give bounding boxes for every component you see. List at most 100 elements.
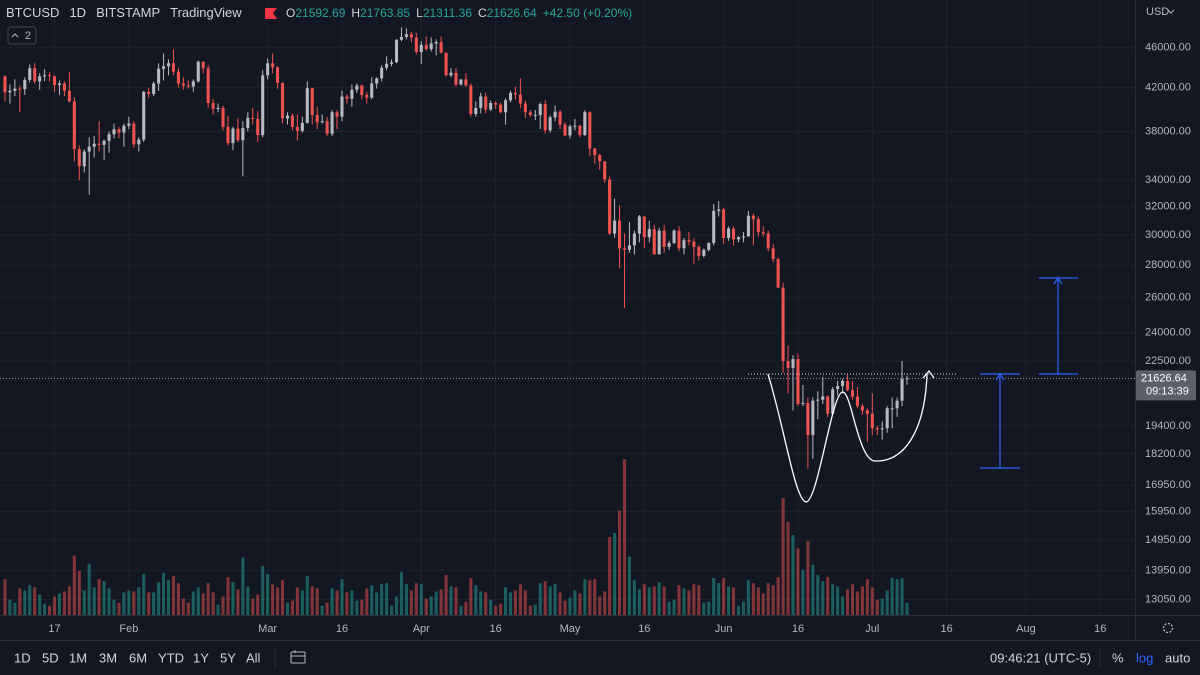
candle-body [221, 107, 225, 127]
range-button[interactable]: 3M [99, 650, 117, 665]
range-button[interactable]: 5Y [220, 650, 236, 665]
range-button[interactable]: YTD [158, 650, 184, 665]
volume-bar [647, 587, 651, 615]
range-button[interactable]: 1D [14, 650, 31, 665]
y-tick-label: 38000.00 [1145, 125, 1191, 137]
candle-body [57, 83, 62, 86]
volume-bar [414, 583, 418, 615]
volume-bar [340, 579, 344, 615]
candle-body [87, 146, 91, 152]
clock[interactable]: 09:46:21 (UTC-5) [990, 650, 1091, 665]
candle-body [513, 92, 517, 95]
calendar-icon[interactable] [290, 650, 306, 664]
volume-bar [603, 591, 607, 615]
candle-body [181, 83, 185, 86]
range-button[interactable]: 6M [129, 650, 147, 665]
range-button[interactable]: 1Y [193, 650, 209, 665]
volume-bar [702, 602, 706, 615]
volume-bar [667, 601, 671, 615]
candle-body [548, 117, 552, 131]
volume-bar [712, 578, 716, 615]
candle-body [603, 161, 607, 180]
candle-body [880, 428, 884, 430]
volume-bar [201, 593, 205, 615]
x-tick-label: 16 [941, 623, 953, 635]
candle-body [712, 210, 716, 244]
candle-body [409, 34, 413, 38]
candle-body [890, 408, 894, 410]
log-toggle[interactable]: log [1136, 650, 1153, 665]
candle-body [434, 42, 438, 44]
volume-bar [781, 498, 785, 615]
volume-bar [375, 592, 379, 615]
currency[interactable]: USD [1146, 6, 1169, 18]
volume-bar [613, 533, 617, 615]
volume-bar [469, 578, 473, 615]
candle-body [687, 240, 691, 242]
ohlc-key: O [286, 6, 295, 20]
candle-body [860, 406, 864, 411]
auto-toggle[interactable]: auto [1165, 650, 1190, 665]
candle-body [518, 94, 522, 104]
y-tick-label: 28000.00 [1145, 259, 1191, 271]
candle-body [523, 103, 527, 113]
range-button[interactable]: 1M [69, 650, 87, 665]
candle-body [637, 216, 641, 234]
volume-bar [518, 584, 522, 615]
candle-body [127, 123, 131, 126]
candle-body [92, 143, 96, 147]
volume-bar [365, 588, 369, 615]
candle-body [593, 148, 597, 156]
candle-body [627, 245, 631, 250]
volume-bar [771, 585, 775, 615]
volume-bar [880, 598, 884, 615]
flag-icon[interactable] [265, 8, 277, 19]
candle-body [905, 378, 909, 380]
candle-body [677, 230, 681, 249]
candle-body [895, 400, 899, 409]
volume-bar [657, 582, 661, 615]
volume-bar [801, 569, 805, 615]
y-tick-label: 32000.00 [1145, 201, 1191, 213]
source: TradingView [170, 5, 242, 20]
range-button[interactable]: 5D [42, 650, 59, 665]
volume-bar [672, 599, 676, 615]
volume-bar [231, 582, 235, 615]
settings-icon[interactable] [1162, 622, 1174, 634]
candle-body [618, 220, 622, 249]
volume-bar [72, 555, 76, 615]
candle-body [662, 230, 666, 247]
volume-bar [67, 586, 71, 615]
candle-body [439, 42, 443, 53]
candle-body [251, 117, 255, 119]
x-tick-label: Mar [258, 623, 277, 635]
volume-bar [821, 581, 825, 615]
volume-bar [855, 591, 859, 615]
indicator-toggle[interactable] [7, 26, 37, 45]
candle-body [176, 71, 180, 84]
percent-toggle[interactable]: % [1112, 650, 1124, 665]
candle-body [360, 85, 364, 95]
candle-body [385, 63, 389, 68]
candle-body [722, 209, 726, 238]
volume-bar [900, 578, 904, 615]
volume-bar [196, 587, 200, 615]
candle-body [598, 155, 602, 162]
currency-chevron [1167, 9, 1175, 14]
candle-body [375, 78, 379, 84]
range-button[interactable]: All [246, 650, 261, 665]
volume-bar [870, 587, 874, 615]
y-tick-label: 30000.00 [1145, 229, 1191, 241]
candle-body [717, 209, 721, 211]
volume-bar [573, 590, 577, 615]
candle-body [741, 236, 745, 238]
x-tick-label: Jun [715, 623, 733, 635]
volume-bar [890, 578, 894, 615]
ohlc-change: +42.50 (+0.20%) [543, 6, 632, 20]
candle-body [285, 115, 290, 119]
candle-body [622, 248, 627, 250]
candle-body [459, 79, 463, 85]
candle-body [702, 249, 706, 256]
candle-body [870, 413, 874, 429]
